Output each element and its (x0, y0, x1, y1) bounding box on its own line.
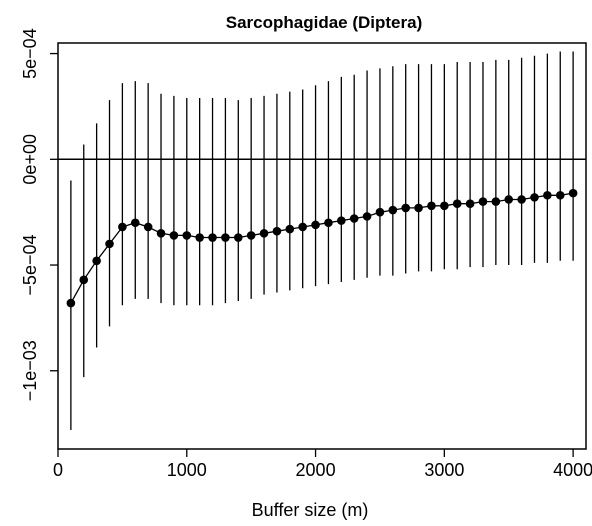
data-point (504, 195, 514, 204)
data-point (440, 201, 449, 211)
data-point (427, 201, 436, 211)
data-point (169, 231, 179, 240)
data-point (478, 197, 488, 206)
x-axis-label: Buffer size (m) (252, 500, 369, 520)
data-point (259, 229, 269, 238)
data-point (221, 233, 230, 242)
data-point (92, 256, 101, 266)
data-point (337, 216, 346, 225)
data-point (349, 214, 359, 223)
y-tick-label: 0e+00 (20, 134, 40, 185)
data-point (246, 231, 256, 240)
data-point (401, 203, 411, 213)
data-point (298, 222, 307, 232)
data-point (233, 233, 243, 242)
data-point (130, 218, 140, 228)
x-tick-label: 1000 (167, 460, 207, 480)
chart-title: Sarcophagidae (Diptera) (226, 13, 423, 32)
x-tick-label: 4000 (553, 460, 592, 480)
data-point (272, 226, 282, 236)
x-tick-label: 3000 (424, 460, 464, 480)
data-points (66, 188, 578, 308)
data-point (79, 275, 89, 285)
data-point (324, 218, 333, 228)
data-point (311, 220, 320, 230)
data-point (530, 193, 539, 202)
data-point (143, 222, 153, 232)
data-point (452, 199, 462, 209)
data-point (66, 298, 76, 308)
series-line-path (70, 192, 574, 304)
data-point (543, 190, 552, 200)
plot-frame (57, 42, 587, 450)
y-tick-label: 5e−04 (20, 28, 40, 79)
data-point (414, 203, 423, 213)
data-point (388, 205, 398, 215)
data-point (568, 188, 578, 198)
data-point (285, 224, 295, 234)
data-point (156, 229, 166, 238)
data-point (491, 197, 501, 206)
data-point (465, 199, 475, 209)
data-point (362, 212, 372, 221)
x-tick-label: 0 (53, 460, 63, 480)
y-tick-label: −5e−04 (20, 234, 40, 295)
data-point (555, 190, 565, 200)
axes: 0 1000 2000 3000 4000 5e−04 0e+00 −5e−04 −1e−03 (20, 28, 592, 480)
data-point (118, 222, 127, 232)
error-bars (70, 51, 574, 430)
data-point (195, 233, 204, 242)
data-point (517, 195, 526, 204)
data-point (208, 233, 217, 242)
data-point (375, 207, 385, 217)
x-tick-label: 2000 (296, 460, 336, 480)
data-point (105, 239, 114, 249)
data-point (182, 231, 192, 240)
y-tick-label: −1e−03 (20, 340, 40, 401)
series-line (70, 192, 574, 304)
